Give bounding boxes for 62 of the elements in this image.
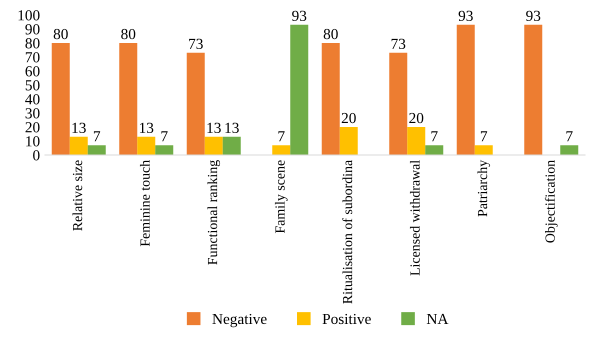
data-label: 73 [189, 38, 203, 49]
data-label: 13 [225, 122, 239, 133]
x-tick-label: Family scene [274, 160, 288, 234]
bar [560, 145, 578, 155]
y-tick-label: 20 [26, 122, 40, 132]
x-tick-label: Licensed withdrawal [410, 160, 420, 276]
data-label: 80 [324, 28, 338, 40]
legend-label: Negative [212, 314, 267, 328]
y-tick-label: 80 [25, 38, 40, 48]
bar [407, 127, 426, 155]
bar [119, 43, 138, 155]
bar [155, 145, 174, 155]
bar [272, 145, 290, 155]
data-label: 73 [392, 38, 406, 49]
bar [340, 127, 358, 155]
x-tick-label: Patriarchy [477, 160, 490, 217]
data-label: 7 [161, 131, 168, 142]
data-label: 7 [566, 131, 573, 142]
bar [389, 52, 408, 155]
x-tick-label: Ritualisation of subordina [342, 160, 352, 304]
bar [70, 136, 88, 155]
x-tick-label: Functional ranking [207, 160, 220, 265]
bar [425, 145, 444, 155]
bar [204, 136, 223, 155]
bar [456, 24, 475, 155]
y-tick-label: 90 [25, 24, 40, 34]
data-label: 20 [409, 112, 424, 124]
data-label: 80 [121, 28, 136, 40]
bar [88, 145, 106, 155]
data-label: 93 [458, 10, 473, 21]
data-label: 20 [342, 112, 356, 124]
legend-label: NA [426, 314, 448, 324]
y-tick-label: 40 [25, 94, 40, 104]
data-label: 7 [431, 131, 438, 142]
bar [186, 52, 205, 155]
data-label: 93 [526, 10, 540, 21]
data-label: 93 [292, 10, 306, 21]
y-tick-label: 70 [26, 52, 40, 62]
bar [524, 24, 542, 155]
y-tick-label: 100 [18, 10, 40, 20]
bar [474, 145, 493, 155]
legend-label: Positive [322, 314, 371, 324]
data-label: 13 [72, 122, 86, 133]
bar [290, 24, 308, 155]
bar [222, 136, 241, 155]
data-label: 13 [140, 122, 154, 133]
x-tick-label: Objectification [544, 160, 558, 243]
x-tick-label: Relative size [72, 160, 82, 231]
data-label: 13 [207, 122, 221, 133]
data-label: 7 [480, 131, 488, 142]
y-tick-label: 10 [26, 136, 40, 146]
data-label: 7 [94, 131, 100, 142]
data-label: 7 [278, 131, 285, 142]
x-tick-label: Feminine touch [140, 160, 150, 246]
y-tick-label: 30 [26, 108, 40, 118]
data-label: 80 [54, 28, 68, 40]
bar [322, 43, 340, 155]
y-tick-label: 50 [26, 80, 40, 90]
bar [52, 43, 70, 155]
y-tick-label: 60 [26, 66, 40, 76]
y-tick-label: 0 [33, 150, 40, 160]
bar [137, 136, 156, 155]
